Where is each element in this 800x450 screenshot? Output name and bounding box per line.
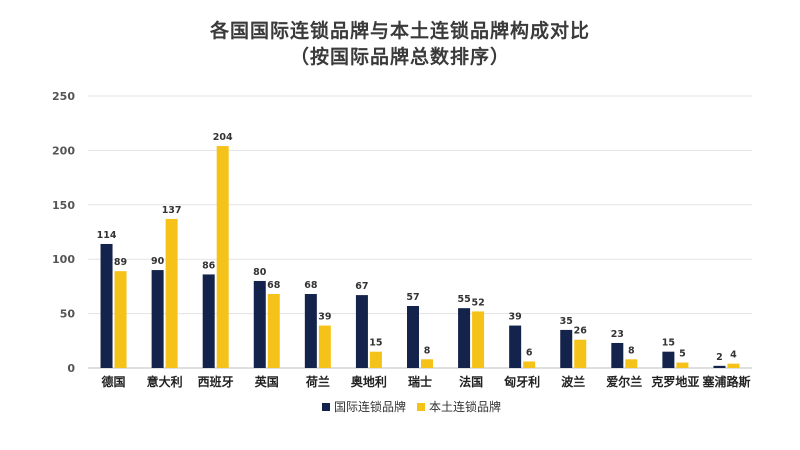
data-label: 4: [730, 350, 737, 361]
data-label: 57: [406, 292, 419, 303]
data-label: 137: [162, 205, 182, 216]
bar-domestic: [676, 362, 689, 368]
y-tick-label: 50: [60, 308, 76, 321]
data-label: 35: [560, 316, 573, 327]
bar-international: [560, 329, 573, 368]
bar-domestic: [216, 146, 229, 368]
x-category-label: 荷兰: [305, 374, 330, 389]
data-label: 23: [611, 329, 624, 340]
bar-international: [100, 243, 113, 368]
data-label: 8: [628, 345, 635, 356]
data-label: 2: [716, 352, 723, 363]
data-label: 39: [509, 312, 522, 323]
x-category-label: 法国: [459, 374, 483, 389]
y-tick-label: 0: [67, 362, 75, 375]
data-label: 204: [213, 132, 233, 143]
bar-international: [662, 351, 675, 368]
legend-label-international: 国际连锁品牌: [334, 399, 406, 414]
data-label: 15: [662, 338, 675, 349]
x-category-label: 克罗地亚: [651, 374, 699, 389]
bar-domestic: [369, 351, 382, 368]
bar-international: [151, 270, 164, 368]
data-label: 90: [151, 256, 165, 267]
bar-domestic: [267, 294, 280, 368]
legend-label-domestic: 本土连锁品牌: [429, 399, 501, 414]
bar-international: [407, 305, 419, 368]
x-category-label: 塞浦路斯: [702, 374, 750, 389]
bar-domestic: [114, 271, 127, 368]
x-category-label: 瑞士: [408, 374, 432, 389]
data-label: 80: [253, 267, 267, 278]
bar-domestic: [625, 359, 638, 368]
data-label: 67: [355, 281, 368, 292]
data-label: 55: [457, 294, 470, 305]
bar-domestic: [574, 339, 587, 368]
y-tick-label: 100: [52, 253, 75, 266]
legend-swatch-domestic: [417, 403, 425, 411]
bar-international: [304, 294, 317, 368]
x-category-label: 奥地利: [351, 374, 387, 389]
chart-title: 各国国际连锁品牌与本土连锁品牌构成对比: [209, 20, 590, 42]
x-category-label: 意大利: [147, 374, 183, 389]
x-category-label: 英国: [255, 374, 279, 389]
bar-international: [611, 342, 624, 368]
chart-subtitle: （按国际品牌总数排序）: [289, 46, 510, 68]
data-label: 8: [424, 345, 431, 356]
data-label: 26: [574, 326, 588, 337]
y-tick-label: 200: [52, 144, 75, 157]
data-label: 6: [526, 347, 533, 358]
x-category-label: 爱尔兰: [606, 374, 642, 389]
bar-international: [509, 325, 522, 368]
gridlines: [88, 95, 752, 369]
bar-international: [202, 274, 215, 368]
data-label: 114: [97, 230, 117, 241]
bar-international: [713, 365, 726, 368]
x-category-label: 匈牙利: [503, 374, 540, 389]
legend: 国际连锁品牌 本土连锁品牌: [322, 399, 501, 414]
bar-international: [355, 295, 368, 368]
data-label: 15: [369, 338, 382, 349]
bar-domestic: [472, 311, 485, 368]
x-category-label: 波兰: [561, 374, 585, 389]
legend-swatch-international: [322, 403, 330, 411]
bar-international: [458, 308, 471, 368]
bar-domestic: [318, 325, 331, 368]
data-label: 68: [304, 280, 318, 291]
data-label: 52: [471, 297, 484, 308]
bar-domestic: [421, 359, 433, 368]
data-label: 86: [202, 260, 216, 271]
bar-international: [253, 280, 266, 368]
data-label: 68: [267, 280, 281, 291]
y-axis-ticks: 0 50 100 150 200 250: [52, 90, 75, 375]
bars: [100, 146, 740, 368]
y-tick-label: 150: [52, 199, 75, 212]
bar-domestic: [727, 363, 740, 368]
bar-domestic: [523, 361, 536, 368]
data-label: 89: [114, 257, 127, 268]
data-label: 39: [318, 312, 331, 323]
x-category-label: 西班牙: [198, 374, 234, 389]
chart-title-block: 各国国际连锁品牌与本土连锁品牌构成对比 （按国际品牌总数排序）: [0, 18, 800, 70]
x-axis-categories: 德国 意大利 西班牙 英国 荷兰 奥地利 瑞士 法国 匈牙利 波兰 爱尔兰 克罗地亚 塞浦路斯: [102, 374, 751, 389]
bar-domestic: [165, 218, 178, 368]
data-label: 5: [679, 349, 686, 360]
x-category-label: 德国: [102, 374, 126, 389]
y-tick-label: 250: [52, 90, 75, 103]
